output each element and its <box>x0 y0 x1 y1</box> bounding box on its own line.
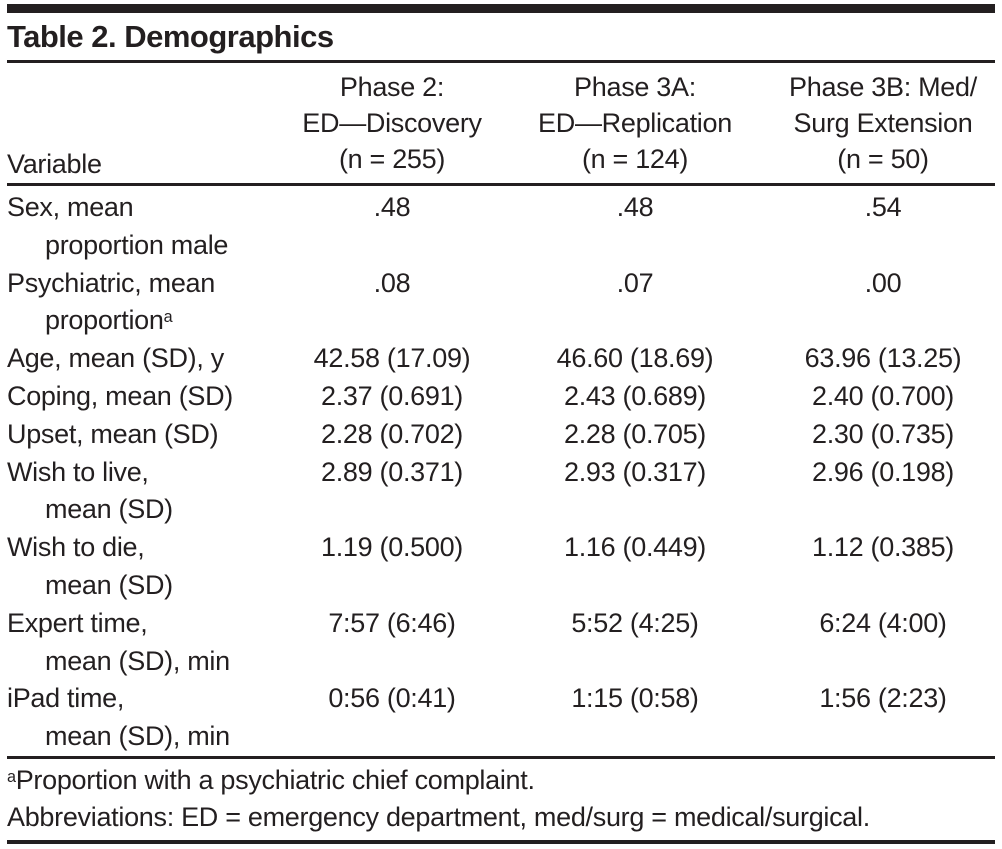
row-label-line1: Coping, mean (SD) <box>7 380 233 411</box>
cell-value: .07 <box>616 267 654 298</box>
row-label-line1: Wish to live, <box>7 456 149 487</box>
cell-value: 7:57 (6:46) <box>328 607 456 638</box>
header-line: (n = 124) <box>581 144 689 174</box>
header-line: (n = 255) <box>338 144 446 174</box>
cell-value: 1:15 (0:58) <box>571 683 699 714</box>
row-label-line2: mean (SD), min <box>45 645 230 676</box>
column-header-phase3a: Phase 3A: ED—Replication (n = 124) <box>499 69 771 183</box>
table-row-ipad-time: iPad time, mean (SD), min 0:56 (0:41) 1:… <box>7 680 995 756</box>
cell-value: 2.28 (0.705) <box>564 418 706 449</box>
footnotes: aProportion with a psychiatric chief com… <box>7 759 995 840</box>
cell-value: 1.12 (0.385) <box>812 532 954 563</box>
row-label-line1: Wish to die, <box>7 532 145 563</box>
table-row-psychiatric: Psychiatric, mean proportiona .08 .07 .0… <box>7 265 995 341</box>
cell-value: 5:52 (4:25) <box>571 607 699 638</box>
cell-value: 1.16 (0.449) <box>564 532 706 563</box>
header-line: ED—Replication <box>538 108 732 138</box>
body-bottom-rule <box>7 755 995 759</box>
header-line: Phase 2: <box>339 72 445 102</box>
row-label: Sex, mean proportion male <box>7 189 285 265</box>
top-rule <box>7 4 995 13</box>
footnote-abbreviations: Abbreviations: ED = emergency department… <box>7 801 870 832</box>
cell-value: 2.40 (0.700) <box>812 380 954 411</box>
header-line: Phase 3B: Med/ <box>789 72 977 102</box>
cell-value: 2.43 (0.689) <box>564 380 706 411</box>
cell-value: 2.89 (0.371) <box>321 456 463 487</box>
title-rule <box>7 60 995 63</box>
header-line: ED—Discovery <box>302 108 482 138</box>
row-label-line2: proportion male <box>45 229 229 260</box>
cell-value: .48 <box>616 192 654 222</box>
cell-value: .54 <box>864 192 902 222</box>
row-label-line1: iPad time, <box>7 683 125 714</box>
row-label-line2: mean (SD) <box>45 569 173 600</box>
table-row-age: Age, mean (SD), y 42.58 (17.09) 46.60 (1… <box>7 340 995 378</box>
cell-value: 46.60 (18.69) <box>556 343 714 374</box>
cell-value: .08 <box>373 267 411 298</box>
table-title: Table 2. Demographics <box>7 19 334 54</box>
cell-value: 42.58 (17.09) <box>313 343 471 374</box>
row-label-line1: Psychiatric, mean <box>7 267 215 298</box>
row-label: Psychiatric, mean proportiona <box>7 265 285 341</box>
table-row-expert-time: Expert time, mean (SD), min 7:57 (6:46) … <box>7 605 995 681</box>
cell-value: .48 <box>373 192 411 222</box>
table-row-upset: Upset, mean (SD) 2.28 (0.702) 2.28 (0.70… <box>7 416 995 454</box>
column-header-phase3b: Phase 3B: Med/ Surg Extension (n = 50) <box>771 69 995 183</box>
row-label-line1: Expert time, <box>7 607 148 638</box>
row-label: Wish to live, mean (SD) <box>7 454 285 530</box>
cell-value: 2.93 (0.317) <box>564 456 706 487</box>
footnote-marker-a: a <box>163 308 173 327</box>
column-header-variable-label: Variable <box>7 149 102 179</box>
cell-value: 2.28 (0.702) <box>321 418 463 449</box>
row-label: Wish to die, mean (SD) <box>7 529 285 605</box>
row-label: Age, mean (SD), y <box>7 340 285 378</box>
header-line: (n = 50) <box>837 144 929 174</box>
row-label-line1: Sex, mean <box>7 192 134 222</box>
cell-value: 2.37 (0.691) <box>321 380 463 411</box>
table-row-coping: Coping, mean (SD) 2.37 (0.691) 2.43 (0.6… <box>7 378 995 416</box>
footnote-a-marker: a <box>7 767 16 786</box>
table-body: Sex, mean proportion male .48 .48 .54 Ps… <box>7 186 995 756</box>
row-label: Coping, mean (SD) <box>7 378 285 416</box>
cell-value: 1:56 (2:23) <box>819 683 947 714</box>
row-label: Upset, mean (SD) <box>7 416 285 454</box>
cell-value: 1.19 (0.500) <box>321 532 463 563</box>
footnote-a: aProportion with a psychiatric chief com… <box>7 762 995 799</box>
row-label-line1: Age, mean (SD), y <box>7 343 224 374</box>
table-row-wish-to-live: Wish to live, mean (SD) 2.89 (0.371) 2.9… <box>7 454 995 530</box>
row-label-line2: mean (SD) <box>45 494 173 525</box>
row-label-line2-text: proportion <box>45 305 164 336</box>
cell-value: 2.96 (0.198) <box>812 456 954 487</box>
row-label-line2: proportiona <box>7 302 285 340</box>
table-row-sex: Sex, mean proportion male .48 .48 .54 <box>7 189 995 265</box>
row-label: iPad time, mean (SD), min <box>7 680 285 756</box>
header-line: Phase 3A: <box>574 72 696 102</box>
cell-value: 2.30 (0.735) <box>812 418 954 449</box>
header-rule <box>7 183 995 186</box>
cell-value: 63.96 (13.25) <box>804 343 962 374</box>
footnote-a-text: Proportion with a psychiatric chief comp… <box>15 764 535 795</box>
bottom-rule <box>7 839 995 844</box>
cell-value: 6:24 (4:00) <box>819 607 947 638</box>
header-line: Surg Extension <box>793 108 973 138</box>
row-label-line1: Upset, mean (SD) <box>7 418 219 449</box>
column-header-phase2: Phase 2: ED—Discovery (n = 255) <box>285 69 499 183</box>
cell-value: .00 <box>864 267 902 298</box>
table-row-wish-to-die: Wish to die, mean (SD) 1.19 (0.500) 1.16… <box>7 529 995 605</box>
column-header-variable: Variable <box>7 69 285 183</box>
row-label-line2: mean (SD), min <box>45 721 230 752</box>
row-label: Expert time, mean (SD), min <box>7 605 285 681</box>
cell-value: 0:56 (0:41) <box>328 683 456 714</box>
table-header: Variable Phase 2: ED—Discovery (n = 255)… <box>7 63 995 183</box>
